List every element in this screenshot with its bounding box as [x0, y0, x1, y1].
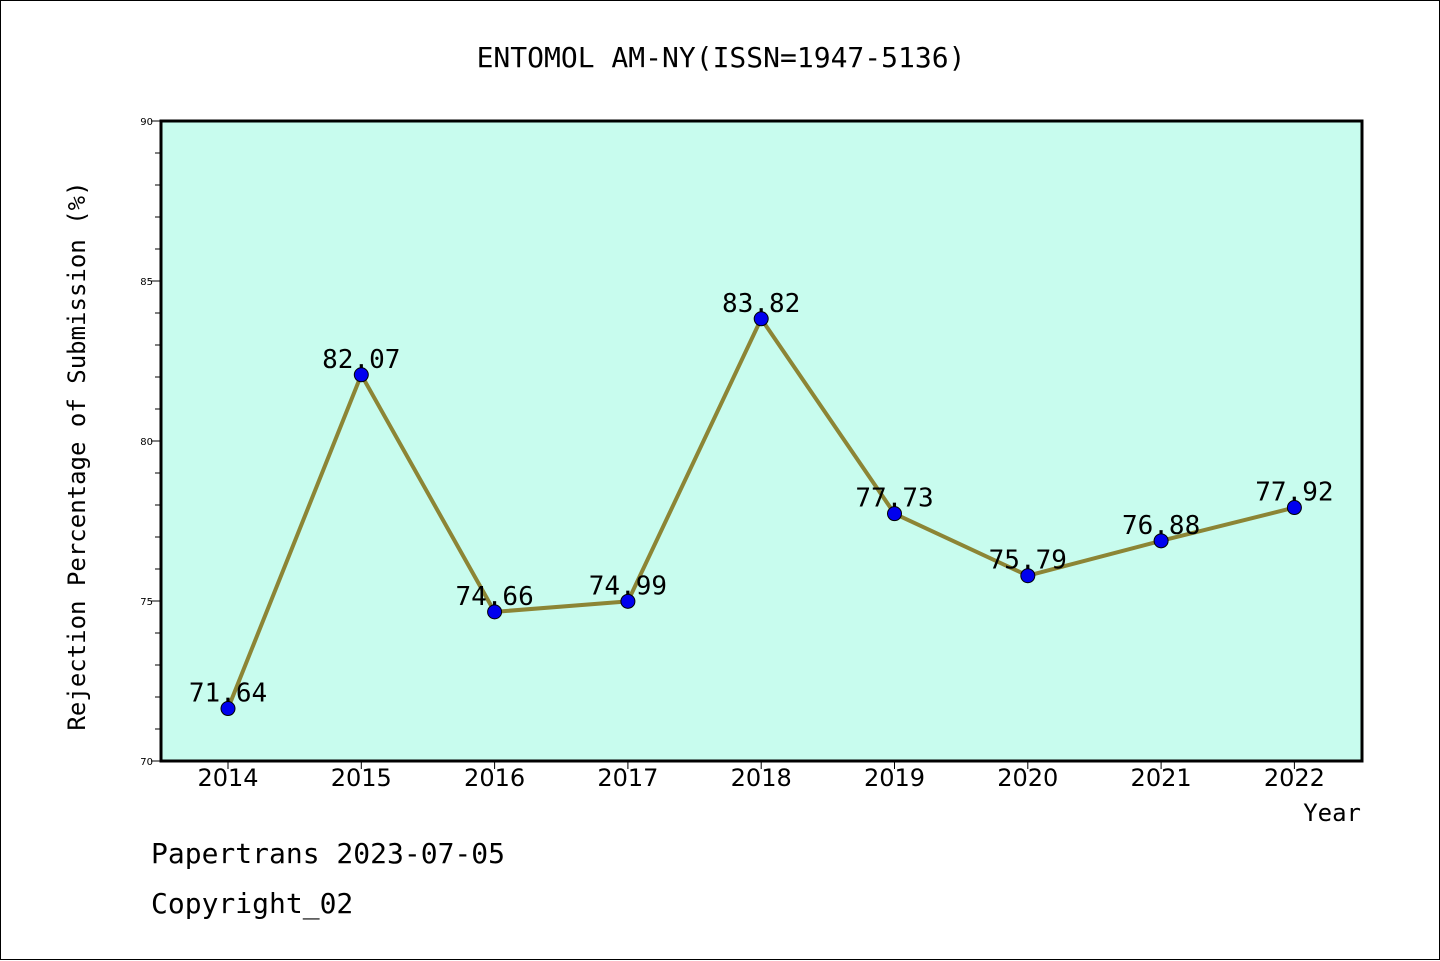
chart-title: ENTOMOL AM-NY(ISSN=1947-5136): [477, 41, 966, 74]
data-point: [1286, 500, 1302, 516]
data-point: [487, 604, 503, 620]
x-axis-label: Year: [1303, 799, 1361, 827]
data-label: 74.99: [589, 571, 667, 601]
data-point: [753, 311, 769, 327]
x-tick-label: 2019: [864, 764, 925, 792]
data-point: [220, 701, 236, 717]
y-axis: 70 75 80 85 90: [140, 117, 161, 768]
y-tick-label: 70: [140, 757, 153, 768]
x-axis: 2014 2015 2016 2017 2018 2019 2020 2021 2022: [197, 761, 1325, 792]
footer-date: Papertrans 2023-07-05: [151, 837, 506, 870]
data-points: [220, 311, 1302, 717]
data-label: 76.88: [1122, 511, 1200, 541]
x-tick-label: 2014: [197, 764, 258, 792]
data-label: 82.07: [322, 345, 400, 375]
y-tick-label: 80: [140, 437, 153, 448]
y-tick-label: 85: [140, 277, 153, 288]
x-tick-label: 2021: [1131, 764, 1192, 792]
data-label: 74.66: [455, 582, 533, 612]
footer-copyright: Copyright_02: [151, 887, 354, 920]
x-tick-label: 2018: [731, 764, 792, 792]
data-labels: 71.64 82.07 74.66 74.99 83.82 77.73 75.79 76.88…: [189, 289, 1334, 709]
data-label: 77.73: [855, 484, 933, 514]
x-tick-label: 2020: [997, 764, 1058, 792]
x-tick-label: 2017: [597, 764, 658, 792]
data-point: [887, 506, 902, 522]
data-point: [1020, 568, 1036, 584]
plot-area: [161, 121, 1362, 761]
data-point: [620, 593, 636, 609]
data-label: 83.82: [722, 289, 800, 319]
x-tick-label: 2022: [1264, 764, 1325, 792]
y-tick-label: 75: [140, 597, 153, 608]
data-point: [353, 367, 369, 383]
plot-border: [159, 119, 1364, 763]
data-point: [1153, 533, 1169, 549]
data-label: 75.79: [989, 546, 1067, 576]
x-tick-label: 2016: [464, 764, 525, 792]
data-label: 77.92: [1255, 478, 1333, 508]
data-label: 71.64: [189, 679, 267, 709]
y-tick-label: 90: [140, 117, 153, 128]
y-axis-label: Rejection Percentage of Submission (%): [63, 181, 91, 730]
x-tick-label: 2015: [331, 764, 392, 792]
